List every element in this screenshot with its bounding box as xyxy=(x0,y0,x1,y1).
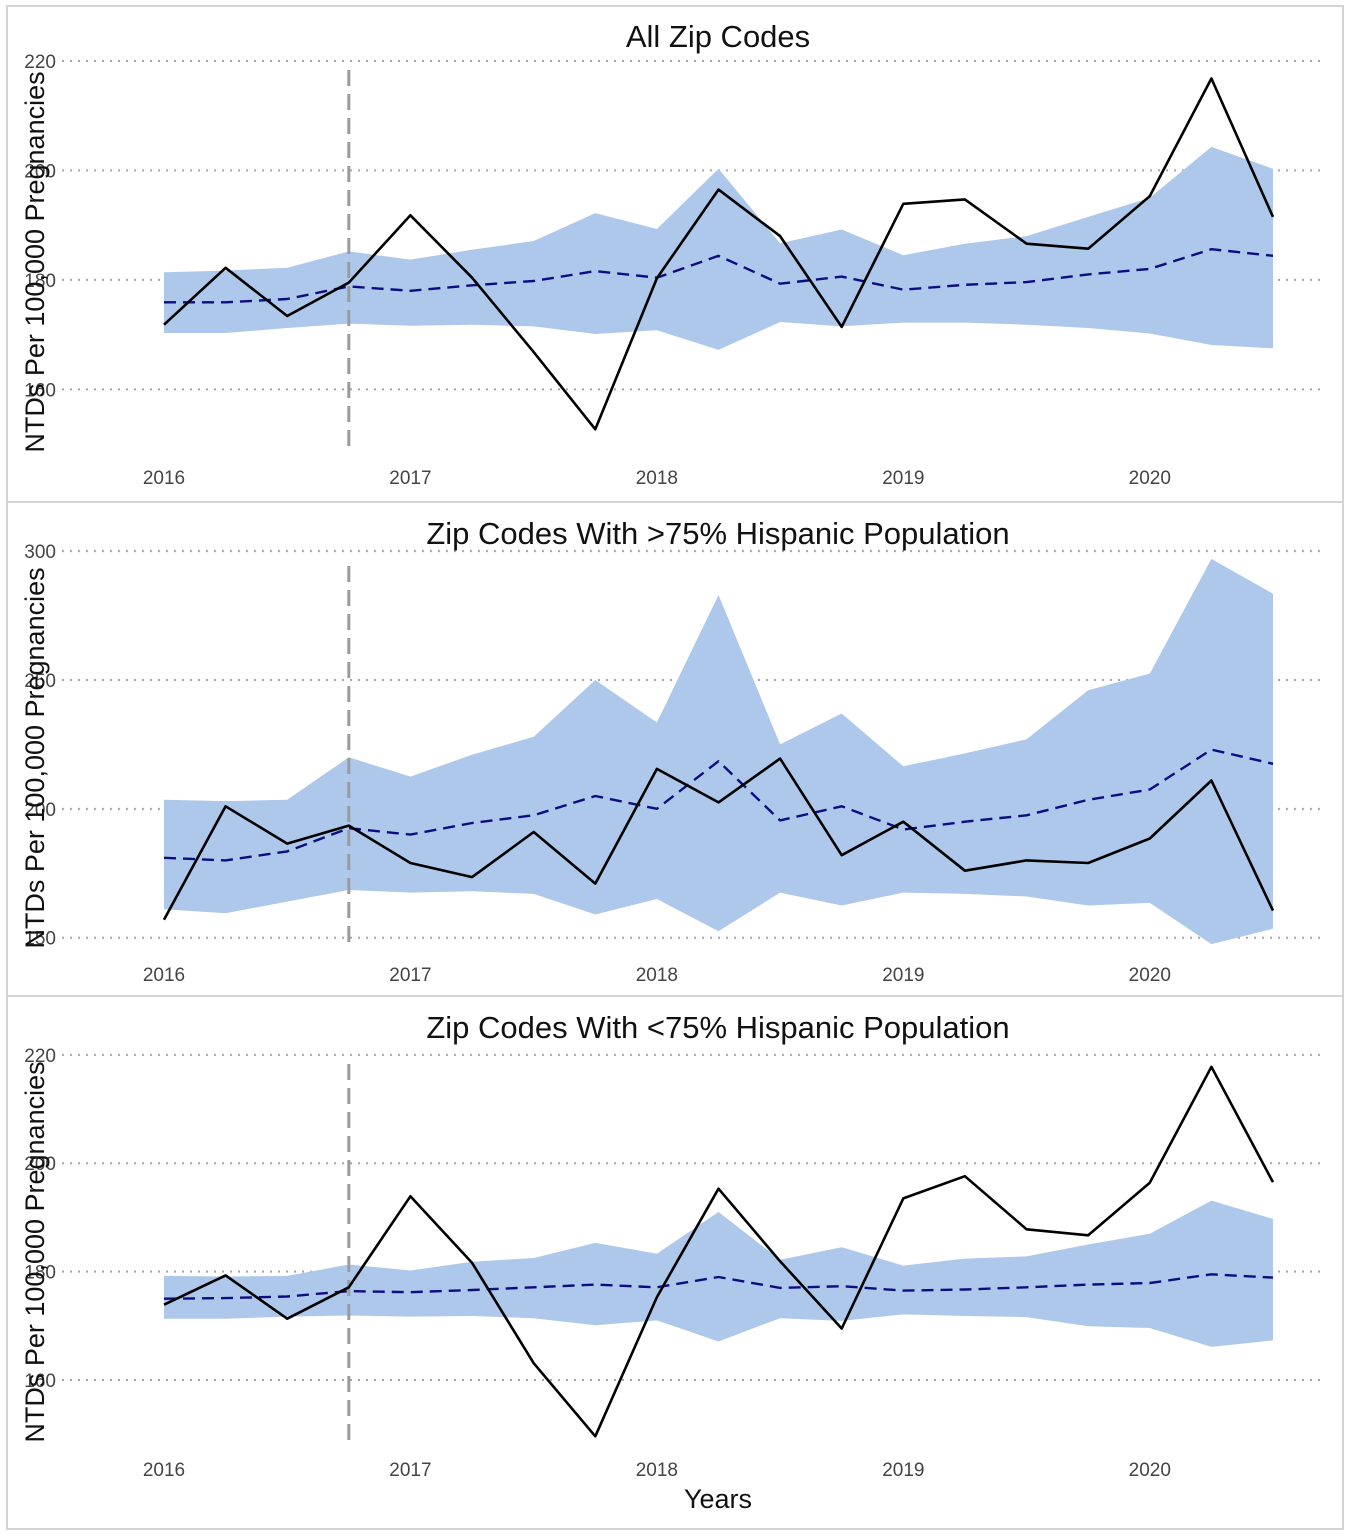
panel-2-title: Zip Codes With >75% Hispanic Population xyxy=(426,516,1009,551)
x-tick-label: 2016 xyxy=(143,1460,185,1481)
x-tick-label: 2016 xyxy=(143,468,185,489)
panel-3-series xyxy=(163,1065,1275,1438)
y-tick-label: 200 xyxy=(24,800,56,821)
y-tick-label: 160 xyxy=(24,1371,56,1392)
y-tick-label: 220 xyxy=(24,1046,56,1067)
panel-3-y-ticks: 160 180 200 220 xyxy=(24,1046,56,1392)
panel-1-title: All Zip Codes xyxy=(626,19,810,54)
prediction-interval-band xyxy=(164,146,1273,350)
prediction-interval-band xyxy=(164,1200,1273,1347)
y-tick-label: 150 xyxy=(24,929,56,950)
panel-3-y-axis-title: NTDs Per 100,000 Pregnancies xyxy=(20,1061,50,1442)
y-tick-label: 200 xyxy=(24,161,56,182)
panel-2-x-ticks: 2016 2017 2018 2019 2020 xyxy=(143,965,1171,986)
panel-2-y-axis-title: NTDs Per 100,000 Pregnancies xyxy=(20,567,50,948)
panel-3-x-axis-title: Years xyxy=(684,1484,752,1514)
expected-series-line xyxy=(163,748,1274,862)
x-tick-label: 2018 xyxy=(636,468,678,489)
panel-1-y-axis-title: NTDs Per 100,000 Pregnancies xyxy=(20,71,50,452)
x-tick-label: 2020 xyxy=(1129,468,1171,489)
expected-series-line xyxy=(164,247,1274,304)
panel-2: 150 200 250 300 2016 2017 2018 2019 2020 Zip Co… xyxy=(6,501,1344,997)
x-tick-label: 2017 xyxy=(389,468,431,489)
panel-2-y-ticks: 150 200 250 300 xyxy=(24,542,56,950)
x-tick-label: 2018 xyxy=(636,965,678,986)
panel-3-x-ticks: 2016 2017 2018 2019 2020 xyxy=(143,1460,1171,1481)
y-tick-label: 220 xyxy=(24,52,56,73)
x-tick-label: 2018 xyxy=(636,1460,678,1481)
x-tick-label: 2020 xyxy=(1129,1460,1171,1481)
expected-series-line xyxy=(163,1273,1274,1300)
panel-1-band-area xyxy=(164,146,1273,350)
panel-2-series xyxy=(162,748,1275,921)
y-tick-label: 160 xyxy=(24,380,56,401)
panel-3-band-area xyxy=(164,1200,1273,1347)
panel-1-x-ticks: 2016 2017 2018 2019 2020 xyxy=(143,468,1171,489)
x-tick-label: 2019 xyxy=(882,965,924,986)
y-tick-label: 180 xyxy=(24,1263,56,1284)
observed-series-line xyxy=(163,1065,1275,1438)
panel-1: 160 180 200 220 2016 2017 2018 2019 2020 All Zi… xyxy=(6,5,1344,503)
x-tick-label: 2019 xyxy=(882,1460,924,1481)
panel-3: 160 180 200 220 2016 2017 2018 2019 2020 Zip Co… xyxy=(6,995,1344,1530)
y-tick-label: 180 xyxy=(24,271,56,292)
panel-1-series xyxy=(163,77,1275,431)
x-tick-label: 2017 xyxy=(389,965,431,986)
x-tick-label: 2017 xyxy=(389,1460,431,1481)
observed-series-line xyxy=(163,77,1275,431)
prediction-interval-band xyxy=(164,558,1273,945)
x-tick-label: 2019 xyxy=(882,468,924,489)
y-tick-label: 200 xyxy=(24,1154,56,1175)
y-tick-label: 250 xyxy=(24,671,56,692)
panel-3-title: Zip Codes With <75% Hispanic Population xyxy=(426,1010,1009,1045)
observed-series-line xyxy=(162,757,1275,921)
panel-2-band-area xyxy=(164,558,1273,945)
y-tick-label: 300 xyxy=(24,542,56,563)
panel-3-border xyxy=(6,995,1344,1530)
x-tick-label: 2016 xyxy=(143,965,185,986)
panel-1-y-ticks: 160 180 200 220 xyxy=(24,52,56,401)
x-tick-label: 2020 xyxy=(1129,965,1171,986)
